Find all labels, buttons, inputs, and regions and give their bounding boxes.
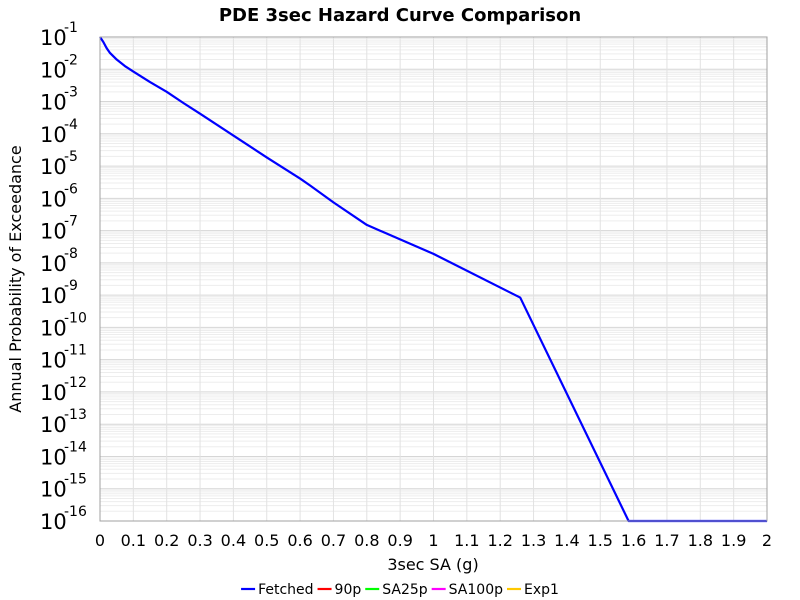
legend-label: 90p (335, 582, 362, 598)
x-tick-label: 1.1 (454, 531, 479, 550)
y-tick-label: 10-15 (40, 472, 87, 502)
y-tick-exponent: -5 (64, 149, 78, 165)
y-tick-exponent: -11 (64, 343, 87, 359)
y-tick-label: 10-6 (40, 181, 78, 211)
legend-label: Exp1 (524, 582, 559, 598)
y-tick-exponent: -12 (64, 375, 87, 391)
y-tick-base: 10 (40, 316, 67, 340)
y-tick-exponent: -4 (64, 117, 78, 133)
x-tick-label: 0.4 (221, 531, 246, 550)
x-tick-label: 0.1 (121, 531, 146, 550)
y-tick-label: 10-2 (40, 52, 78, 82)
y-tick-base: 10 (40, 220, 67, 244)
y-tick-label: 10-3 (40, 85, 78, 115)
y-tick-exponent: -10 (64, 310, 87, 326)
legend-item-sa100p: SA100p (431, 582, 503, 598)
series-layer (99, 36, 767, 523)
y-tick-exponent: -14 (64, 439, 87, 455)
x-tick-label: 0.2 (154, 531, 179, 550)
y-tick-label: 10-12 (40, 375, 87, 405)
x-axis-ticks: 0 0.1 0.2 0.3 0.4 0.5 0.6 0.7 0.8 0.9 1 1.1 1.2 1.3 1.… (95, 531, 772, 550)
y-tick-base: 10 (40, 510, 67, 534)
x-tick-label: 1.5 (588, 531, 613, 550)
y-tick-label: 10-4 (40, 117, 78, 147)
y-axis-ticks: 10-110-210-310-410-510-610-710-810-910-1… (40, 20, 87, 534)
y-tick-label: 10-11 (40, 343, 87, 373)
y-tick-label: 10-1 (40, 20, 78, 50)
x-tick-label: 1.3 (521, 531, 546, 550)
plot-frame (99, 36, 768, 522)
y-tick-base: 10 (40, 91, 67, 115)
y-tick-base: 10 (40, 187, 67, 211)
y-tick-exponent: -16 (64, 504, 87, 520)
y-tick-label: 10-7 (40, 214, 78, 244)
y-tick-exponent: -9 (64, 278, 78, 294)
y-tick-exponent: -15 (64, 472, 87, 488)
y-tick-label: 10-9 (40, 278, 78, 308)
y-tick-exponent: -2 (64, 52, 78, 68)
x-tick-label: 0.6 (287, 531, 312, 550)
legend-label: SA100p (449, 582, 503, 598)
x-tick-label: 1.8 (688, 531, 713, 550)
y-tick-base: 10 (40, 252, 67, 276)
x-tick-label: 1 (428, 531, 438, 550)
x-tick-label: 2 (762, 531, 772, 550)
legend: Fetched 90p SA25p SA100p Exp1 (241, 582, 559, 598)
y-tick-base: 10 (40, 155, 67, 179)
x-tick-label: 1.6 (621, 531, 646, 550)
y-tick-label: 10-8 (40, 246, 78, 276)
x-tick-label: 1.4 (554, 531, 579, 550)
y-tick-exponent: -1 (64, 20, 78, 36)
y-tick-exponent: -13 (64, 407, 87, 423)
x-tick-label: 0.5 (254, 531, 279, 550)
y-tick-base: 10 (40, 478, 67, 502)
y-tick-label: 10-13 (40, 407, 87, 437)
x-tick-label: 1.2 (487, 531, 512, 550)
legend-item-exp1: Exp1 (506, 582, 559, 598)
legend-label: Fetched (258, 582, 313, 598)
y-tick-base: 10 (40, 284, 67, 308)
y-tick-label: 10-14 (40, 439, 87, 469)
x-tick-label: 0.7 (321, 531, 346, 550)
legend-item-90p: 90p (317, 582, 362, 598)
y-tick-base: 10 (40, 26, 67, 50)
y-tick-base: 10 (40, 381, 67, 405)
y-tick-exponent: -3 (64, 85, 78, 101)
y-tick-base: 10 (40, 349, 67, 373)
x-tick-label: 0 (95, 531, 105, 550)
y-tick-base: 10 (40, 445, 67, 469)
x-tick-label: 0.3 (187, 531, 212, 550)
y-tick-exponent: -7 (64, 214, 78, 230)
y-tick-label: 10-5 (40, 149, 78, 179)
y-axis-label: Annual Probability of Exceedance (6, 145, 25, 412)
legend-item-fetched: Fetched (241, 582, 314, 598)
x-tick-label: 1.9 (721, 531, 746, 550)
y-tick-base: 10 (40, 58, 67, 82)
legend-label: SA25p (382, 582, 428, 598)
y-tick-base: 10 (40, 123, 67, 147)
y-tick-label: 10-16 (40, 504, 87, 534)
x-tick-label: 1.7 (654, 531, 679, 550)
major-gridlines (99, 36, 768, 522)
x-axis-label: 3sec SA (g) (387, 555, 478, 574)
y-tick-base: 10 (40, 413, 67, 437)
y-tick-exponent: -8 (64, 246, 78, 262)
y-tick-label: 10-10 (40, 310, 87, 340)
chart-title: PDE 3sec Hazard Curve Comparison (219, 5, 581, 26)
series-line-fetched (99, 36, 767, 523)
x-tick-label: 0.9 (387, 531, 412, 550)
y-tick-exponent: -6 (64, 181, 78, 197)
legend-item-sa25p: SA25p (365, 582, 428, 598)
x-tick-label: 0.8 (354, 531, 379, 550)
